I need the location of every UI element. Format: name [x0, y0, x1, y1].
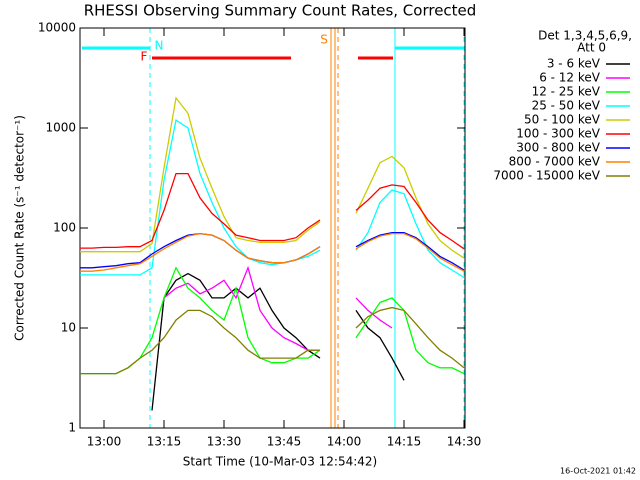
y-tick-label: 1: [68, 421, 76, 435]
x-tick-label: 13:30: [207, 435, 242, 449]
y-tick-label: 100: [53, 221, 76, 235]
x-tick-label: 13:45: [267, 435, 302, 449]
y-tick-label: 1000: [45, 121, 76, 135]
legend-title: Att 0: [577, 41, 606, 55]
annotation: F: [141, 50, 148, 64]
flags: N F S: [82, 28, 465, 428]
legend-label: 25 - 50 keV: [532, 99, 601, 113]
x-tick-label: 13:00: [87, 435, 122, 449]
legend-label: 50 - 100 keV: [524, 113, 601, 127]
annotation: S: [320, 33, 328, 47]
legend-label: 6 - 12 keV: [539, 71, 601, 85]
x-tick-label: 14:30: [447, 435, 482, 449]
legend-label: 300 - 800 keV: [516, 141, 600, 155]
legend-label: 100 - 300 keV: [516, 127, 600, 141]
legend-title: Det 1,3,4,5,6,9,: [538, 29, 632, 43]
legend-label: 7000 - 15000 keV: [493, 169, 600, 183]
footer: 16-Oct-2021 01:42: [560, 467, 636, 476]
x-tick-label: 14:15: [387, 435, 422, 449]
series-line: [80, 172, 465, 250]
x-tick-label: 13:15: [147, 435, 182, 449]
series-line: [163, 265, 393, 351]
series-line: [80, 306, 465, 375]
series-line: [80, 119, 465, 279]
legend-label: 800 - 7000 keV: [509, 155, 601, 169]
legend-label: 12 - 25 keV: [532, 85, 601, 99]
legend-label: 3 - 6 keV: [547, 57, 601, 71]
chart-title: RHESSI Observing Summary Count Rates, Co…: [84, 2, 477, 20]
y-axis-label: Corrected Count Rate (s⁻¹ detector⁻¹): [13, 115, 27, 341]
x-tick-label: 14:00: [327, 435, 362, 449]
series-line: [80, 96, 465, 259]
y-tick-label: 10: [61, 321, 76, 335]
x-axis-label: Start Time (10-Mar-03 12:54:42): [183, 455, 377, 469]
series-line: [80, 232, 465, 272]
annotation: N: [155, 39, 164, 53]
y-tick-label: 10000: [38, 21, 76, 35]
